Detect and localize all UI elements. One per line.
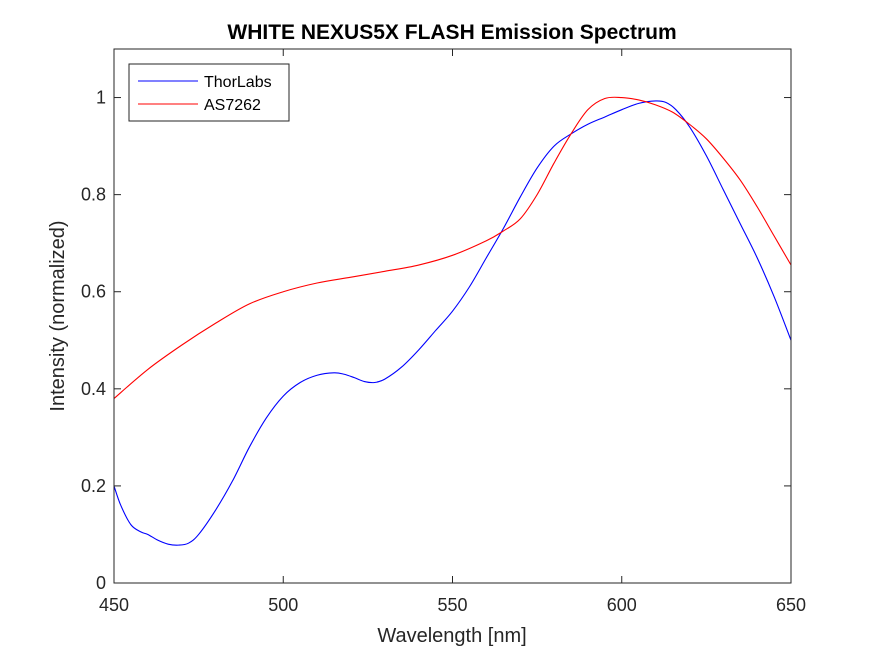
y-tick-label: 0 — [96, 573, 106, 593]
x-tick-label: 650 — [776, 595, 806, 615]
series-line-thorlabs — [113, 100, 792, 546]
y-tick-label: 0.6 — [81, 282, 106, 302]
chart-title: WHITE NEXUS5X FLASH Emission Spectrum — [227, 21, 676, 44]
y-axis: 0 0.2 0.4 0.6 0.8 1 — [81, 88, 791, 593]
y-tick-label: 1 — [96, 88, 106, 108]
y-tick-label: 0.4 — [81, 379, 106, 399]
legend-label-as7262: AS7262 — [204, 97, 261, 114]
x-tick-label: 450 — [99, 595, 129, 615]
y-axis-label: Intensity (normalized) — [47, 220, 69, 411]
x-tick-label: 500 — [268, 595, 298, 615]
x-tick-label: 600 — [607, 595, 637, 615]
plot-area-background — [114, 49, 791, 583]
x-axis-label: Wavelength [nm] — [377, 625, 526, 647]
series-line-as7262 — [113, 96, 792, 399]
y-tick-label: 0.2 — [81, 476, 106, 496]
legend-box — [128, 63, 290, 122]
y-tick-label: 0.8 — [81, 185, 106, 205]
series-layer — [113, 96, 792, 546]
x-tick-label: 550 — [437, 595, 467, 615]
legend-label-thorlabs: ThorLabs — [204, 74, 272, 91]
x-axis: 450 500 550 600 650 — [99, 49, 806, 615]
legend: ThorLabs AS7262 — [128, 63, 290, 122]
